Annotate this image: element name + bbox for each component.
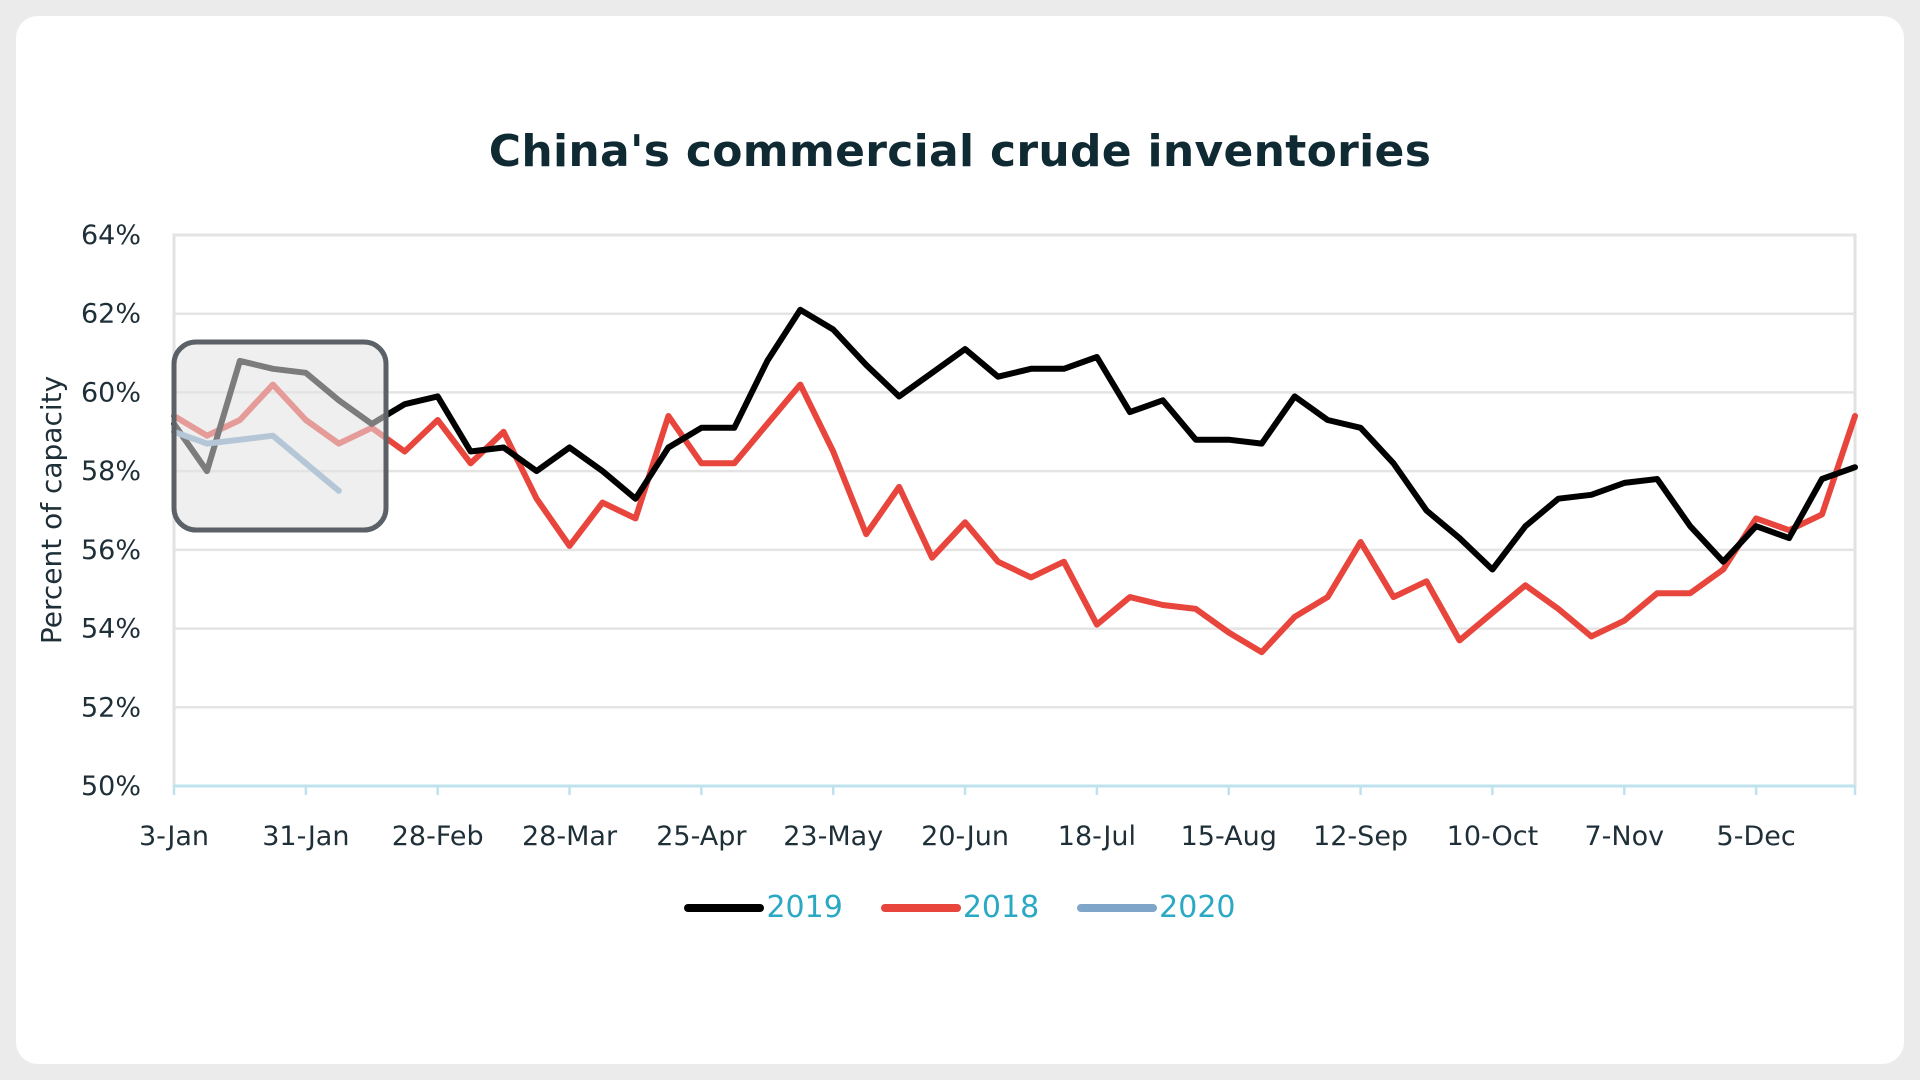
legend-label: 2020 [1159, 890, 1236, 925]
x-tick-label: 3-Jan [139, 821, 209, 852]
highlight-box [171, 339, 389, 533]
y-tick-label: 52% [81, 692, 141, 723]
legend-swatch [880, 903, 961, 912]
y-tick-label: 56% [81, 535, 141, 566]
highlight-box [171, 339, 389, 533]
x-tick-label: 18-Jul [1058, 821, 1136, 852]
plot-frame [172, 233, 1857, 788]
y-tick-label: 64% [81, 220, 141, 251]
x-tick-label: 20-Jun [921, 821, 1009, 852]
y-tick-label: 50% [81, 771, 141, 802]
legend-item-2019: 2019 [684, 890, 843, 925]
x-tick-label: 28-Feb [392, 821, 484, 852]
legend-swatch [1077, 903, 1158, 912]
legend: 2019 2018 2020 [0, 890, 1920, 925]
x-tick-label: 31-Jan [262, 821, 349, 852]
legend-label: 2019 [766, 890, 843, 925]
x-tick-label: 25-Apr [656, 821, 747, 852]
legend-swatch [684, 903, 765, 912]
series-lines [171, 306, 1858, 656]
x-tick-label: 10-Oct [1447, 821, 1539, 852]
series-line-2018 [171, 381, 1858, 656]
x-tick-label: 7-Nov [1584, 821, 1664, 852]
axes: 50% 52% 54% 56% 58% 60% 62% 64% 3-Jan 31-Jan 28-Fe… [81, 220, 1857, 852]
y-tick-label: 54% [81, 614, 141, 645]
legend-label: 2018 [962, 890, 1040, 925]
x-tick-label: 23-May [783, 821, 883, 852]
y-tick-label: 62% [81, 299, 141, 330]
chart-title: China's commercial crude inventories [488, 126, 1432, 177]
legend-item-2020: 2020 [1077, 890, 1236, 925]
y-tick-label: 58% [81, 456, 141, 487]
x-tick-label: 5-Dec [1717, 821, 1796, 852]
x-tick-label: 12-Sep [1313, 821, 1408, 852]
legend-item-2018: 2018 [880, 890, 1040, 925]
series-line-2019 [171, 306, 1858, 573]
x-tick-label: 15-Aug [1181, 821, 1277, 852]
x-tick-label: 28-Mar [522, 821, 618, 852]
chart-card [16, 16, 1904, 1064]
grid-lines [172, 233, 1857, 788]
y-tick-label: 60% [81, 377, 141, 408]
y-axis-label: Percent of capacity [35, 376, 68, 644]
